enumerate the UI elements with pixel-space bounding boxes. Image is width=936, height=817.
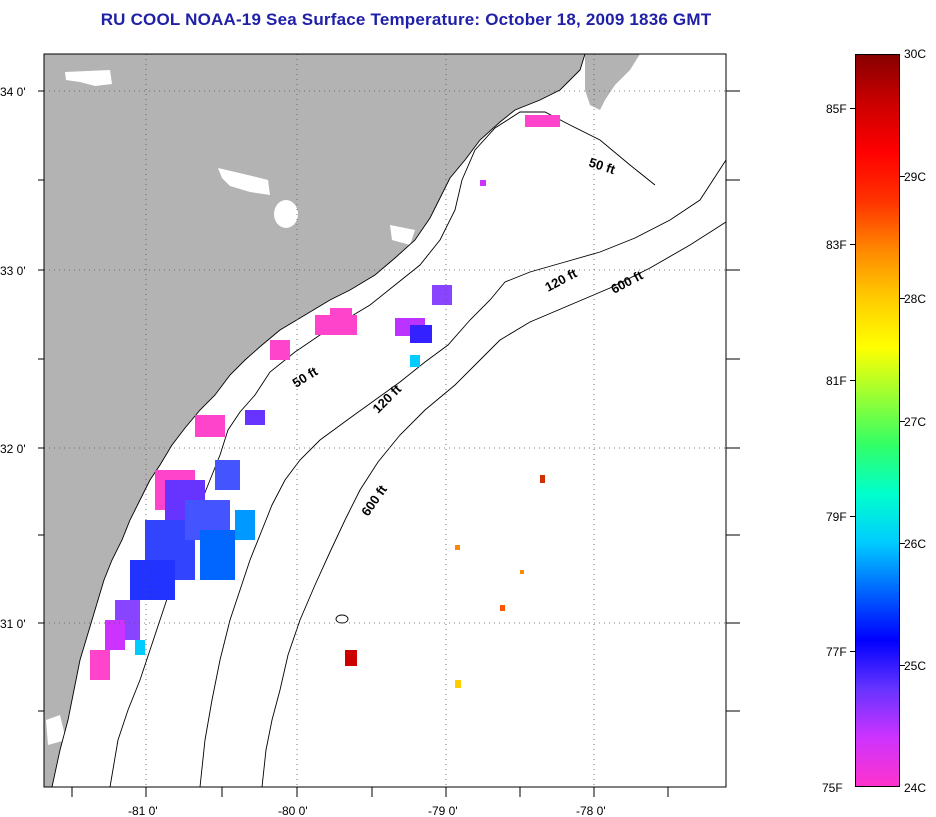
cb-label-24c: 24C xyxy=(904,781,927,795)
cb-label-29c: 29C xyxy=(904,170,927,184)
cb-label-85f: 85F xyxy=(826,102,847,116)
cb-label-27c: 27C xyxy=(904,415,927,429)
lake-3 xyxy=(274,200,298,228)
lon-label-80: -80 0' xyxy=(278,804,308,817)
contour-50ft xyxy=(109,111,656,788)
cb-label-81f: 81F xyxy=(826,374,847,388)
cb-label-75f: 75F xyxy=(822,781,843,795)
lon-label-79: -79 0' xyxy=(428,804,458,817)
contour-600ft xyxy=(261,221,727,788)
lat-label-34: 34 0' xyxy=(0,85,26,99)
cb-label-28c: 28C xyxy=(904,292,927,306)
graticule xyxy=(44,54,726,787)
lat-label-33: 33 0' xyxy=(0,264,26,278)
lake-5 xyxy=(390,225,415,245)
land-northeast xyxy=(585,54,640,110)
lat-label-31: 31 0' xyxy=(0,617,26,631)
land-mass xyxy=(44,54,585,787)
map-frame xyxy=(43,53,727,788)
seamount-contour xyxy=(335,614,349,624)
temperature-colorbar xyxy=(855,54,900,787)
cb-label-83f: 83F xyxy=(826,238,847,252)
cb-label-26c: 26C xyxy=(904,537,927,551)
cb-label-30c: 30C xyxy=(904,47,927,61)
cb-label-79f: 79F xyxy=(826,510,847,524)
lon-label-78: -78 0' xyxy=(576,804,606,817)
contour-120ft xyxy=(199,159,727,788)
map-title: RU COOL NOAA-19 Sea Surface Temperature:… xyxy=(100,10,712,29)
tick-marks xyxy=(38,90,740,797)
lake-1 xyxy=(65,70,112,86)
sst-pixels xyxy=(90,115,560,688)
coastline xyxy=(51,53,586,788)
lake-4 xyxy=(46,715,66,745)
lon-label-81: -81 0' xyxy=(128,804,158,817)
cb-label-77f: 77F xyxy=(826,645,847,659)
lake-2 xyxy=(218,168,270,195)
cb-label-25c: 25C xyxy=(904,659,927,673)
lat-label-32: 32 0' xyxy=(0,442,26,456)
